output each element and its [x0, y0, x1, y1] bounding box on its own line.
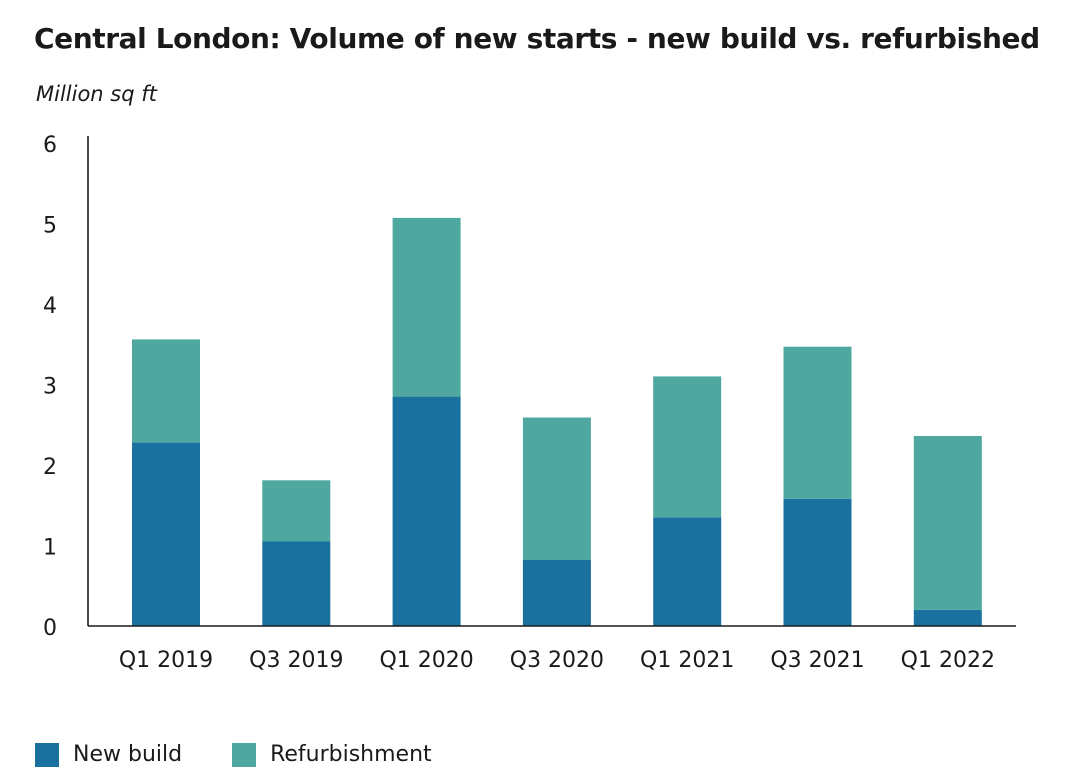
- bar-refurbishment-q1-2020: [392, 217, 461, 397]
- y-tick-label: 5: [43, 214, 57, 239]
- bar-new-build-q3-2020: [522, 560, 591, 626]
- y-tick-label: 2: [43, 455, 57, 480]
- x-tick-label: Q1 2020: [379, 648, 473, 673]
- chart-title: Central London: Volume of new starts - n…: [34, 22, 1040, 55]
- legend-swatch-new-build: [35, 742, 59, 767]
- y-tick-labels: 0 1 2 3 4 5 6: [43, 133, 57, 641]
- bar-refurbishment-q3-2019: [262, 480, 331, 542]
- bar-new-build-q3-2021: [783, 498, 852, 626]
- bars-layer: [132, 217, 982, 626]
- bar-refurbishment-q1-2021: [653, 376, 722, 518]
- y-tick-label: 6: [43, 133, 57, 158]
- legend-item-refurbishment: Refurbishment: [232, 742, 432, 767]
- bar-new-build-q1-2021: [653, 517, 722, 626]
- legend: New build Refurbishment: [35, 742, 482, 767]
- legend-item-new-build: New build: [35, 742, 182, 767]
- x-tick-label: Q3 2019: [249, 648, 343, 673]
- x-tick-label: Q3 2021: [770, 648, 864, 673]
- legend-label-new-build: New build: [73, 742, 183, 767]
- y-tick-label: 0: [43, 616, 57, 641]
- x-tick-label: Q1 2019: [119, 648, 213, 673]
- y-tick-label: 4: [43, 294, 57, 319]
- bar-refurbishment-q3-2021: [783, 346, 852, 499]
- y-tick-label: 3: [43, 375, 57, 400]
- x-tick-label: Q1 2022: [901, 648, 995, 673]
- x-tick-label: Q1 2021: [640, 648, 734, 673]
- legend-label-refurbishment: Refurbishment: [270, 742, 432, 767]
- bar-new-build-q1-2019: [132, 442, 200, 626]
- y-tick-label: 1: [43, 536, 57, 561]
- bar-new-build-q1-2020: [392, 396, 461, 626]
- bar-refurbishment-q1-2022: [913, 436, 982, 610]
- bar-new-build-q1-2022: [913, 609, 982, 626]
- y-axis-unit-label: Million sq ft: [36, 82, 157, 106]
- x-tick-labels: Q1 2019 Q3 2019 Q1 2020 Q3 2020 Q1 2021 Q3 20…: [119, 648, 995, 673]
- legend-swatch-refurbishment: [232, 742, 257, 767]
- axes-layer: [87, 136, 1016, 627]
- bar-new-build-q3-2019: [262, 541, 331, 626]
- bar-refurbishment-q1-2019: [132, 339, 200, 443]
- x-tick-label: Q3 2020: [510, 648, 604, 673]
- bar-refurbishment-q3-2020: [522, 417, 591, 560]
